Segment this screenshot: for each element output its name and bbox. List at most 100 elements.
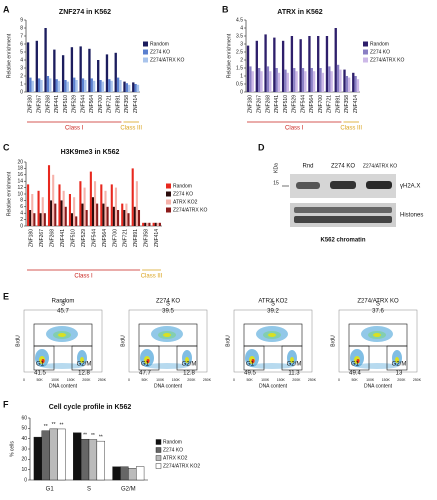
x-tick-label: ZNF564 <box>309 95 315 113</box>
bar <box>319 68 322 92</box>
y-tick-label: 2 <box>240 57 243 63</box>
bar <box>100 184 103 226</box>
chart-title: Cell cycle profile in K562 <box>49 404 132 411</box>
bar <box>260 71 263 92</box>
bar <box>110 80 113 92</box>
bar <box>339 69 342 92</box>
gate-value: 12.8 <box>183 371 195 377</box>
bar <box>44 28 47 92</box>
x-tick-label: ZNF564 <box>102 229 108 247</box>
blot-unit: KDa <box>273 163 279 173</box>
gate <box>71 345 93 371</box>
bar <box>31 194 34 226</box>
significance: ** <box>91 433 95 439</box>
bar <box>125 203 128 226</box>
bar <box>264 34 267 92</box>
bar <box>41 430 50 481</box>
x-tick-label: 200K <box>292 378 301 382</box>
bar <box>81 78 85 92</box>
bar <box>112 206 115 226</box>
bar <box>281 40 285 92</box>
gate <box>33 345 55 371</box>
bar <box>73 432 82 481</box>
significance: ** <box>99 434 103 440</box>
bar <box>251 71 254 92</box>
panel-letter: E <box>3 291 9 301</box>
x-tick-label: 250K <box>203 378 212 382</box>
y-tick-label: 4 <box>240 25 243 31</box>
legend-label: Z274 KO <box>163 447 183 453</box>
lane-label: Z274/ATRX KO <box>363 163 397 169</box>
bar <box>275 68 278 92</box>
gate-value: 39.5 <box>162 309 174 315</box>
group-label: Class III <box>340 126 362 132</box>
x-tick-label: 250K <box>98 378 107 382</box>
panel-letter: A <box>3 4 10 14</box>
x-tick-label: ZNF267 <box>39 229 45 247</box>
bar <box>33 436 43 481</box>
plot-title: ATRX KO2 <box>258 299 288 305</box>
x-tick-label: 50K <box>351 378 358 382</box>
y-tick-label: 1.5 <box>236 65 243 71</box>
bar <box>49 428 58 481</box>
gate-label: G1 <box>246 362 255 368</box>
bar <box>354 76 357 92</box>
y-tick-label: 4 <box>20 57 23 63</box>
y-axis-label: BrdU <box>225 335 231 347</box>
bar <box>50 200 53 226</box>
x-tick-label: ZNF180 <box>248 95 254 113</box>
bar <box>62 190 65 226</box>
bar <box>321 72 325 92</box>
y-tick-label: 0 <box>240 89 243 95</box>
y-tick-label: 20 <box>17 159 23 165</box>
bar <box>29 77 32 92</box>
y-tick-label: 7 <box>20 33 23 39</box>
x-tick-label: ZNF544 <box>300 95 306 113</box>
bar <box>325 36 329 92</box>
x-tick-label: ZNF441 <box>274 95 280 113</box>
legend-swatch <box>363 57 368 63</box>
bar <box>85 210 88 226</box>
group-label: Class I <box>74 274 93 280</box>
y-tick-label: 0 <box>20 223 23 229</box>
bar <box>142 222 145 226</box>
bar <box>152 222 155 226</box>
x-tick-label: 200K <box>397 378 406 382</box>
bar <box>123 81 126 92</box>
blot-caption: K562 chromatin <box>320 238 365 244</box>
x-tick-label: ZNF414 <box>133 95 139 113</box>
x-tick-label: ZNF544 <box>80 95 86 113</box>
x-tick-label: ZNF544 <box>91 229 97 247</box>
x-tick-label: 250K <box>413 378 422 382</box>
chart-title: ZNF274 in K562 <box>59 9 111 16</box>
group-label: Class III <box>120 126 142 132</box>
significance: ** <box>52 422 56 428</box>
y-tick-label: 2 <box>20 217 23 223</box>
bar <box>295 71 298 92</box>
gate <box>386 345 408 371</box>
legend-label: Z274/ATRX KO <box>150 57 184 63</box>
legend-label: ATRX KO2 <box>163 455 188 461</box>
bar <box>58 184 61 226</box>
bar <box>135 181 138 226</box>
bar <box>104 190 107 226</box>
x-tick-label: 50K <box>36 378 43 382</box>
band-label: γH2A.X <box>400 184 420 190</box>
panel-letter: C <box>3 142 10 152</box>
y-tick-label: 4 <box>20 211 23 217</box>
x-tick-label: ZNF721 <box>107 95 113 113</box>
bar <box>334 28 337 92</box>
plot-title: Z274/ATRX KO <box>357 299 399 305</box>
bar <box>345 76 349 92</box>
y-tick-label: 3.5 <box>236 33 243 39</box>
band-label: Histones <box>400 213 423 219</box>
x-tick-label: ZNF358 <box>124 95 130 113</box>
bar <box>105 54 109 92</box>
bar <box>83 187 86 226</box>
bar <box>123 210 126 226</box>
gate <box>138 345 160 371</box>
legend-label: Z274 KO <box>173 191 193 197</box>
blot-band <box>366 181 392 189</box>
x-tick-label: ZNF510 <box>70 229 76 247</box>
